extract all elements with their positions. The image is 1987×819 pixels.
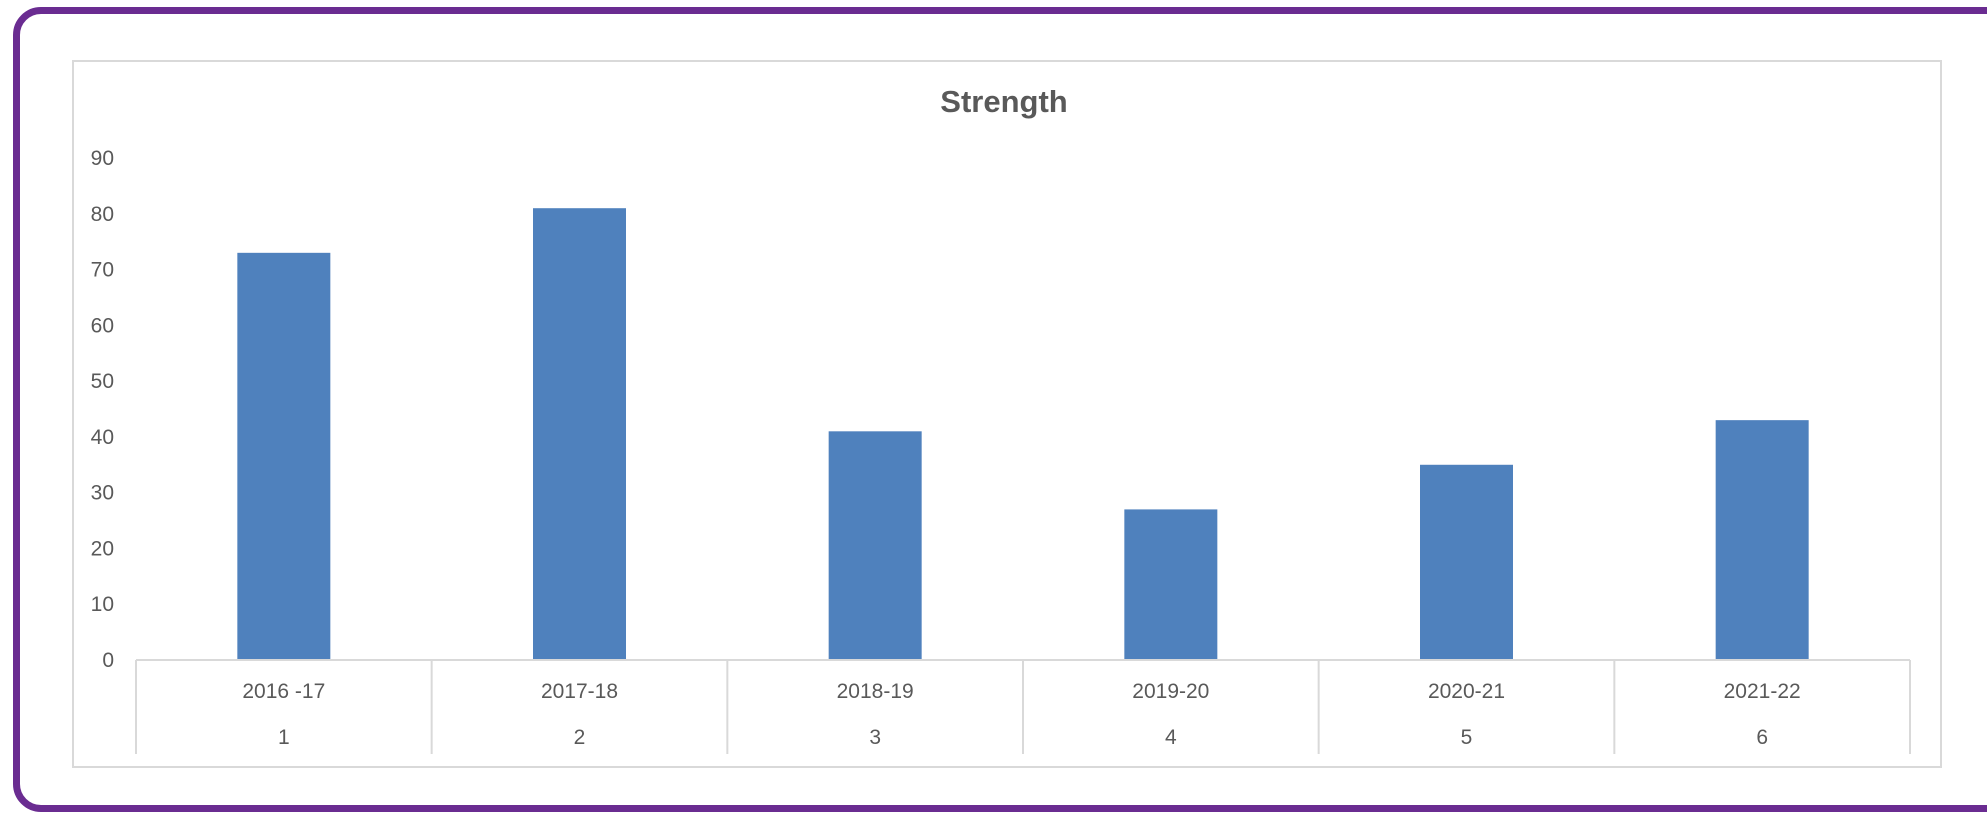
bar [533, 208, 626, 660]
chart-title: Strength [940, 84, 1067, 119]
x-category-number: 2 [574, 726, 586, 749]
bar [237, 252, 331, 661]
x-category-number: 6 [1756, 726, 1768, 749]
x-tick-label: 2021-22 [1724, 680, 1801, 703]
bar [828, 431, 922, 660]
x-tick-label: 2017-18 [541, 680, 618, 703]
y-tick-label: 10 [91, 593, 114, 616]
y-tick-label: 70 [91, 259, 114, 282]
x-category-number: 4 [1165, 726, 1177, 749]
x-category-number: 3 [869, 726, 881, 749]
bars [237, 208, 1809, 661]
bar [1420, 464, 1513, 660]
x-tick-label: 2016 -17 [242, 680, 325, 703]
y-tick-label: 50 [91, 370, 114, 393]
x-tick-label: 2019-20 [1132, 680, 1209, 703]
x-category-number: 5 [1461, 726, 1473, 749]
y-tick-label: 20 [91, 537, 114, 560]
y-tick-label: 80 [91, 203, 114, 226]
x-category-number: 1 [278, 726, 290, 749]
x-axis: 2016 -17 1 2017-18 2 2018-19 3 2019-20 4 2020-21… [135, 659, 1911, 754]
y-tick-label: 60 [91, 314, 114, 337]
bar [1715, 420, 1809, 660]
y-tick-label: 30 [91, 482, 114, 505]
x-tick-label: 2020-21 [1428, 680, 1505, 703]
y-tick-label: 0 [102, 649, 114, 672]
x-tick-label: 2018-19 [837, 680, 914, 703]
chart-area [72, 60, 1942, 768]
bar [1124, 509, 1218, 660]
y-axis-ticks: 0 10 20 30 40 50 60 70 80 90 [91, 147, 114, 672]
y-tick-label: 40 [91, 426, 114, 449]
y-tick-label: 90 [91, 147, 114, 170]
